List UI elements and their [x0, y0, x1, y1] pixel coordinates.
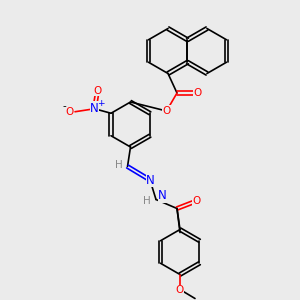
Text: N: N: [90, 102, 99, 115]
Text: O: O: [65, 107, 74, 117]
Text: -: -: [63, 101, 66, 111]
Text: O: O: [175, 285, 184, 295]
Text: O: O: [93, 86, 102, 96]
Text: O: O: [192, 196, 201, 206]
Text: O: O: [194, 88, 202, 98]
Text: H: H: [143, 196, 151, 206]
Text: O: O: [162, 106, 171, 116]
Text: H: H: [115, 160, 123, 170]
Text: N: N: [158, 189, 167, 203]
Text: +: +: [98, 99, 105, 108]
Text: N: N: [146, 173, 155, 187]
